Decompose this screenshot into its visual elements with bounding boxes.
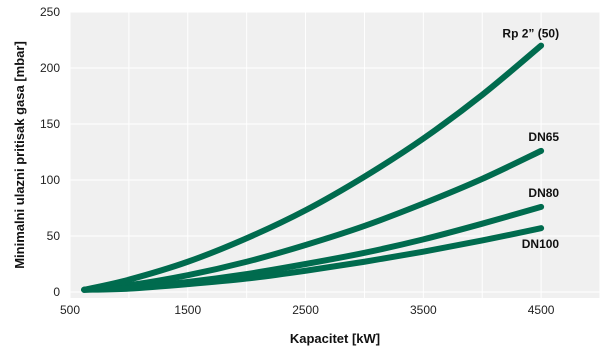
series-label-1: Rp 2” (50) bbox=[502, 27, 559, 41]
series-label-2: DN65 bbox=[528, 130, 559, 144]
curves bbox=[81, 42, 545, 293]
x-axis-title: Kapacitet [kW] bbox=[290, 331, 380, 346]
series-labels: Rp 2” (50) DN65 DN80 DN100 bbox=[502, 27, 559, 252]
series-line-1 bbox=[81, 42, 545, 293]
series-label-3: DN80 bbox=[528, 186, 559, 200]
y-axis-title: Minimalni ulazni pritisak gasa [mbar] bbox=[12, 41, 27, 269]
series-line-4 bbox=[81, 225, 545, 293]
series-label-4: DN100 bbox=[522, 237, 560, 251]
y-tick-label: 100 bbox=[40, 173, 60, 187]
plot-area bbox=[70, 12, 600, 298]
series-line-2 bbox=[81, 147, 545, 293]
x-tick-labels: 500 1500 2500 3500 4500 bbox=[60, 303, 555, 317]
x-tick-label: 500 bbox=[60, 303, 80, 317]
y-tick-labels: 0 50 100 150 200 250 bbox=[40, 5, 60, 299]
x-tick-label: 4500 bbox=[528, 303, 555, 317]
x-tick-label: 3500 bbox=[410, 303, 437, 317]
x-tick-label: 2500 bbox=[292, 303, 319, 317]
grid bbox=[69, 11, 601, 298]
y-tick-label: 150 bbox=[40, 117, 60, 131]
y-tick-label: 50 bbox=[47, 229, 61, 243]
y-tick-label: 200 bbox=[40, 61, 60, 75]
y-tick-label: 0 bbox=[53, 285, 60, 299]
y-tick-label: 250 bbox=[40, 5, 60, 19]
x-tick-label: 1500 bbox=[174, 303, 201, 317]
